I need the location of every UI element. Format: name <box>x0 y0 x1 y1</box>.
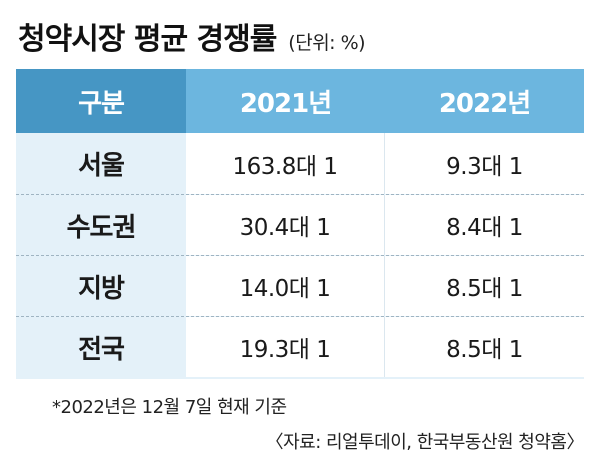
title-row: 청약시장 평균 경쟁률 (단위: %) <box>18 14 366 58</box>
value-2021-cell: 19.3대 1 <box>186 317 385 377</box>
unit-label: (단위: %) <box>288 32 366 54</box>
source-note: 〈자료: 리얼투데이, 한국부동산원 청약홈〉 <box>265 432 585 453</box>
value-2021-cell: 14.0대 1 <box>186 256 385 316</box>
value-2022-cell: 9.3대 1 <box>385 133 584 194</box>
table-header: 구분 2021년 2022년 <box>16 69 584 133</box>
value-2022-cell: 8.4대 1 <box>385 195 584 255</box>
value-2022-cell: 8.5대 1 <box>385 317 584 377</box>
table-row: 수도권 30.4대 1 8.4대 1 <box>16 194 584 255</box>
region-cell: 전국 <box>78 334 125 365</box>
header-2021: 2021년 <box>186 69 385 133</box>
header-category: 구분 <box>16 69 186 133</box>
table-row: 지방 14.0대 1 8.5대 1 <box>16 255 584 316</box>
competition-rate-table: 구분 2021년 2022년 서울 163.8대 1 9.3대 1 수도권 30… <box>16 69 584 379</box>
region-cell: 지방 <box>78 273 125 304</box>
page-title: 청약시장 평균 경쟁률 <box>18 22 277 57</box>
region-cell: 수도권 <box>66 212 137 243</box>
value-2022-cell: 8.5대 1 <box>385 256 584 316</box>
table-row: 전국 19.3대 1 8.5대 1 <box>16 316 584 377</box>
table-row: 서울 163.8대 1 9.3대 1 <box>16 133 584 194</box>
header-2022: 2022년 <box>385 69 584 133</box>
region-cell: 서울 <box>78 151 125 181</box>
footnote: *2022년은 12월 7일 현재 기준 <box>52 397 287 418</box>
value-2021-cell: 163.8대 1 <box>186 133 385 194</box>
value-2021-cell: 30.4대 1 <box>186 195 385 255</box>
